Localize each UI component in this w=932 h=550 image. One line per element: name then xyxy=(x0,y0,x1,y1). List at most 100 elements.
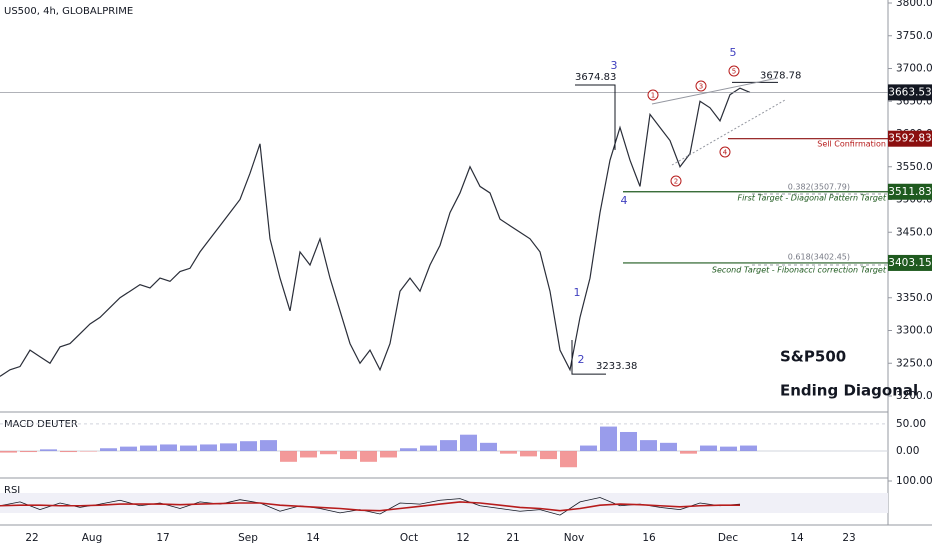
price-note: 3678.78 xyxy=(760,70,801,81)
macd-bar xyxy=(40,449,57,451)
level-label: 3403.15 xyxy=(888,257,931,269)
wave-circle xyxy=(695,80,707,92)
wave-circle xyxy=(670,175,682,187)
x-tick-label: Nov xyxy=(564,532,585,544)
macd-bar xyxy=(140,445,157,451)
macd-bar xyxy=(120,446,137,451)
y-tick-label: 3350.00 xyxy=(896,292,932,304)
annotation: S&P500 xyxy=(780,348,846,366)
x-tick-label: 22 xyxy=(25,532,38,544)
wave-label: 1 xyxy=(574,286,581,299)
macd-bar xyxy=(680,450,697,454)
y-tick-label: 3550.00 xyxy=(896,161,932,173)
macd-bar xyxy=(80,450,97,452)
macd-bar xyxy=(560,450,577,468)
x-tick-label: 12 xyxy=(456,532,469,544)
annotation: Sell Confirmation xyxy=(817,140,886,149)
macd-bar xyxy=(320,450,337,455)
y-tick-label: 3800.00 xyxy=(896,0,932,9)
x-tick-label: Sep xyxy=(238,532,258,544)
wedge-upper xyxy=(651,77,779,105)
y-tick-label: 3200.00 xyxy=(896,390,932,402)
x-tick-label: 21 xyxy=(506,532,519,544)
macd-bar xyxy=(200,444,217,451)
macd-bar xyxy=(340,450,357,460)
x-tick-label: Dec xyxy=(718,532,739,544)
annotation: First Target - Diagonal Pattern Target xyxy=(737,194,886,203)
level-tag xyxy=(888,84,932,101)
annotation: Ending Diagonal xyxy=(780,382,918,400)
circled-wave-label: 5 xyxy=(732,68,736,76)
macd-bar xyxy=(260,440,277,451)
macd-bar xyxy=(460,434,477,451)
macd-bar xyxy=(660,442,677,451)
marker-line xyxy=(571,340,606,375)
level-tag xyxy=(888,254,932,271)
y-tick-label: 3300.00 xyxy=(896,325,932,337)
macd-bar xyxy=(20,450,37,453)
wave-label: 3 xyxy=(611,59,618,72)
chart-title: US500, 4h, GLOBALPRIME xyxy=(4,6,133,17)
x-tick-label: 14 xyxy=(790,532,804,544)
wave-circle xyxy=(647,89,659,101)
macd-bar xyxy=(160,444,177,451)
circled-wave-label: 2 xyxy=(674,178,678,186)
macd-bar xyxy=(420,445,437,451)
macd-title: MACD DEUTER xyxy=(4,419,78,430)
y-tick-label: 3250.00 xyxy=(896,357,932,369)
x-tick-label: 23 xyxy=(842,532,855,544)
macd-bar xyxy=(740,445,757,451)
level-tag xyxy=(888,183,932,200)
macd-bar xyxy=(580,445,597,451)
macd-bar xyxy=(60,450,77,453)
rsi-title: RSI xyxy=(4,485,20,496)
rsi-tick-label: 100.00 xyxy=(896,475,932,487)
macd-bar xyxy=(520,450,537,457)
macd-bar xyxy=(300,450,317,458)
rsi-ma-line xyxy=(0,501,740,512)
macd-bar xyxy=(640,440,657,451)
price-note: 3674.83 xyxy=(575,72,616,83)
macd-bar xyxy=(0,450,17,453)
price-line xyxy=(0,87,751,377)
price-note: 3233.38 xyxy=(596,361,637,372)
circled-wave-label: 1 xyxy=(651,92,655,100)
wave-label: 4 xyxy=(621,194,628,207)
macd-bar xyxy=(180,445,197,451)
macd-bar xyxy=(700,445,717,451)
y-tick-label: 3700.00 xyxy=(896,63,932,75)
circled-wave-label: 4 xyxy=(723,149,728,157)
x-tick-label: 17 xyxy=(156,532,169,544)
x-tick-label: Oct xyxy=(400,532,418,544)
wave-circle xyxy=(728,65,740,77)
macd-bar xyxy=(500,450,517,454)
annotation: 0.618(3402.45) xyxy=(788,253,850,262)
wave-circle xyxy=(719,146,731,158)
macd-bar xyxy=(440,440,457,451)
level-label: 3663.53 xyxy=(888,86,931,98)
macd-bar xyxy=(380,450,397,458)
macd-bar xyxy=(720,446,737,451)
wave-label: 2 xyxy=(578,353,585,366)
macd-bar xyxy=(600,426,617,451)
circled-wave-label: 3 xyxy=(699,83,703,91)
macd-tick-label: 50.00 xyxy=(896,418,926,430)
level-label: 3511.83 xyxy=(888,186,931,198)
x-tick-label: Aug xyxy=(82,532,103,544)
macd-bar xyxy=(100,448,117,451)
x-tick-label: 14 xyxy=(306,532,320,544)
wedge-lower xyxy=(671,99,786,166)
macd-bar xyxy=(240,441,257,451)
macd-bar xyxy=(620,431,637,451)
marker-line xyxy=(575,84,616,150)
macd-bar xyxy=(540,450,557,460)
x-tick-label: 16 xyxy=(642,532,656,544)
macd-tick-label: 0.00 xyxy=(896,445,919,457)
level-tag xyxy=(888,130,932,147)
annotation: Second Target - Fibonacci correction Tar… xyxy=(712,266,887,275)
y-tick-label: 3750.00 xyxy=(896,30,932,42)
macd-bar xyxy=(480,442,497,451)
macd-bar xyxy=(220,443,237,451)
macd-bar xyxy=(280,450,297,462)
